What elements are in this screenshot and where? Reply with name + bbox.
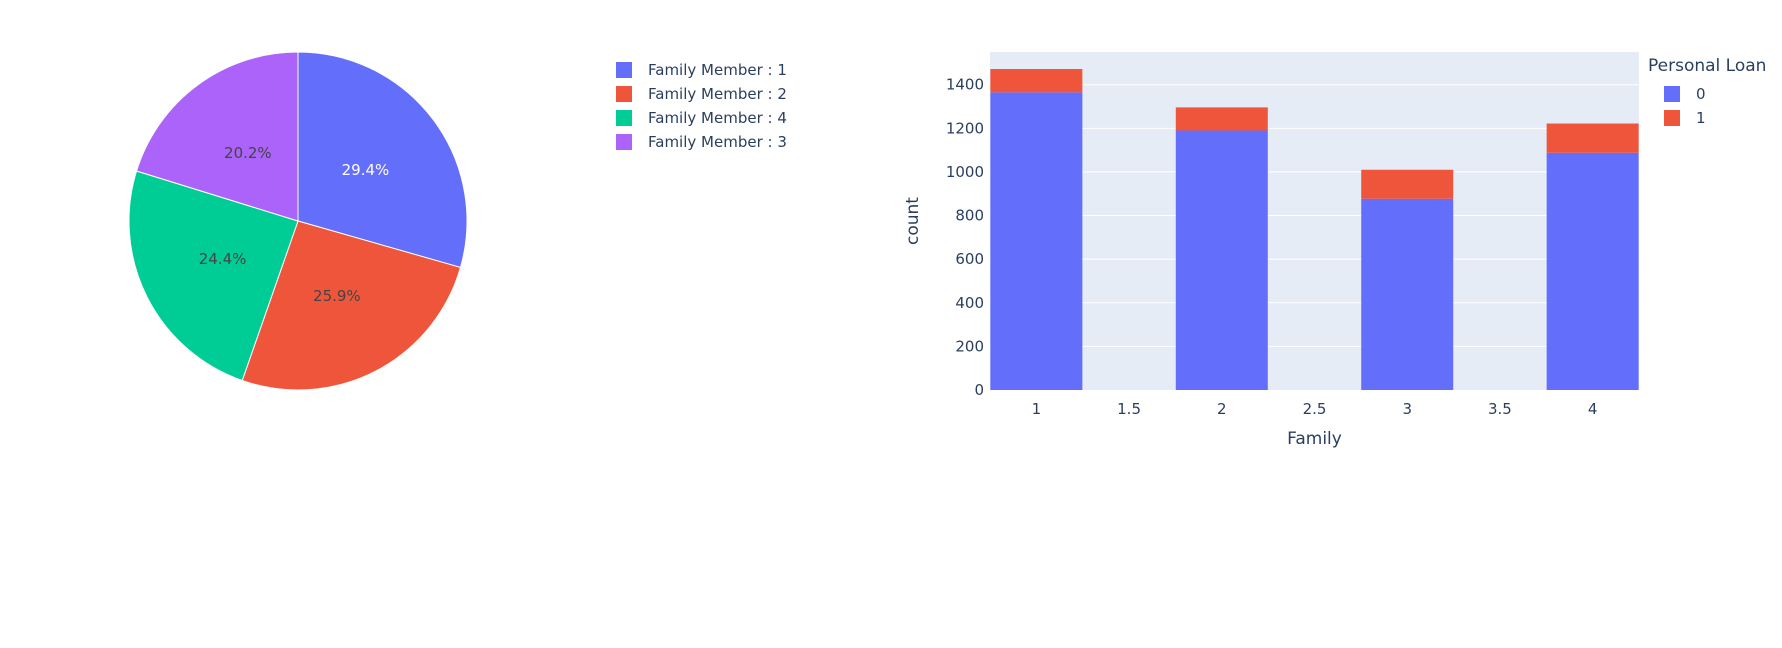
x-tick-label: 3 [1402, 400, 1412, 418]
legend-label: Family Member : 2 [648, 85, 787, 103]
y-tick-label: 1200 [946, 119, 984, 137]
pie-slice-label: 20.2% [224, 144, 272, 162]
y-tick-label: 1000 [946, 163, 984, 181]
legend-item[interactable]: Family Member : 3 [616, 130, 787, 154]
legend-title: Personal Loan [1648, 56, 1767, 76]
pie-slice[interactable] [135, 51, 299, 222]
legend-swatch [616, 110, 632, 126]
pie-slice[interactable] [297, 51, 468, 269]
legend-swatch [1664, 110, 1680, 126]
y-tick-label: 600 [955, 250, 984, 268]
x-tick-label: 1.5 [1117, 400, 1141, 418]
y-tick-labels: 0 200 400 600 800 1000 1200 1400 [946, 76, 984, 399]
legend-swatch [616, 134, 632, 150]
bar-segment-loan-1[interactable] [1361, 169, 1454, 199]
y-tick-label: 1400 [946, 76, 984, 94]
bar-plot-area [990, 52, 1639, 390]
x-tick-label: 3.5 [1488, 400, 1512, 418]
bar-segment-loan-0[interactable] [1361, 198, 1454, 390]
x-tick-label: 4 [1588, 400, 1598, 418]
legend-label: Family Member : 3 [648, 133, 787, 151]
pie-legend: Family Member : 1 Family Member : 2 Family… [616, 58, 787, 154]
legend-label: Family Member : 4 [648, 109, 787, 127]
pie-slice[interactable] [241, 220, 462, 391]
bar-segment-loan-0[interactable] [1546, 152, 1639, 390]
x-tick-labels: 1 1.5 2 2.5 3 3.5 4 [1032, 400, 1598, 418]
bar-segment-loan-1[interactable] [1175, 107, 1268, 131]
pie-chart: 29.4% 25.9% 24.4% 20.2% [128, 51, 468, 391]
pie-slice-label: 29.4% [342, 161, 390, 179]
legend-swatch [616, 86, 632, 102]
legend-item[interactable]: 0 [1648, 82, 1766, 106]
pie-slice-label: 25.9% [313, 287, 361, 305]
y-tick-label: 200 [955, 337, 984, 355]
bar-segment-loan-1[interactable] [990, 69, 1083, 93]
bar-segment-loan-1[interactable] [1546, 123, 1639, 153]
legend-item[interactable]: Family Member : 1 [616, 58, 787, 82]
bar-gridlines [990, 84, 1639, 347]
y-axis-label: count [903, 197, 923, 245]
y-tick-label: 0 [974, 381, 984, 399]
bar-legend: Personal Loan 0 1 [1648, 56, 1766, 130]
x-tick-label: 2.5 [1303, 400, 1327, 418]
bar-marks [990, 69, 1639, 391]
legend-label: Family Member : 1 [648, 61, 787, 79]
legend-item[interactable]: 1 [1648, 106, 1766, 130]
legend-swatch [1664, 86, 1680, 102]
bar-segment-loan-0[interactable] [990, 92, 1083, 391]
legend-label: 0 [1696, 85, 1706, 103]
legend-swatch [616, 62, 632, 78]
x-tick-label: 1 [1032, 400, 1042, 418]
bar-segment-loan-0[interactable] [1175, 130, 1268, 390]
y-tick-label: 800 [955, 207, 984, 225]
legend-item[interactable]: Family Member : 2 [616, 82, 787, 106]
legend-item[interactable]: Family Member : 4 [616, 106, 787, 130]
x-tick-label: 2 [1217, 400, 1227, 418]
x-axis-label: Family [1287, 429, 1342, 449]
legend-label: 1 [1696, 109, 1706, 127]
pie-slice[interactable] [128, 170, 299, 382]
y-tick-label: 400 [955, 294, 984, 312]
pie-slice-label: 24.4% [199, 250, 247, 268]
